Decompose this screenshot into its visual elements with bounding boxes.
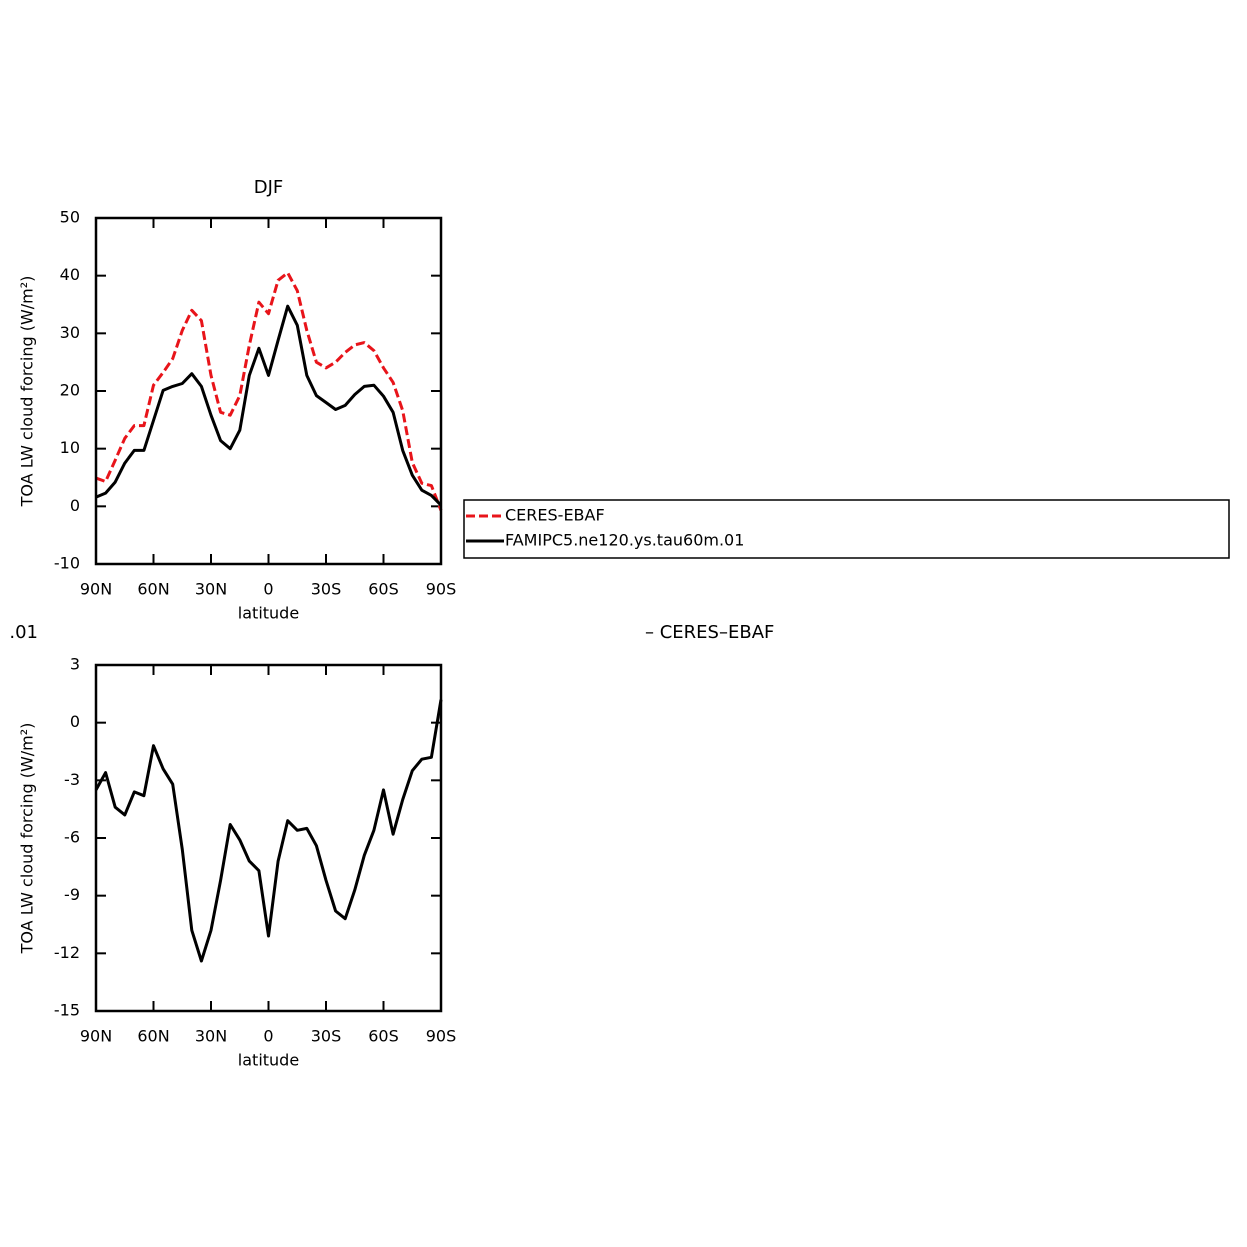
x-tick-label: 30S [311,580,342,599]
y-tick-label: -9 [64,885,80,904]
chart-title-left: .01 [9,622,38,643]
y-tick-label: 0 [70,712,80,731]
x-tick-label: 60N [137,580,169,599]
chart-title: DJF [254,177,284,198]
x-tick-label: 90N [80,1027,112,1046]
y-tick-label: 3 [70,655,80,674]
y-tick-label: -3 [64,770,80,789]
data-line [95,271,443,511]
y-tick-label: 30 [60,323,80,342]
x-tick-label: 0 [263,580,273,599]
y-tick-label: -10 [54,554,80,573]
y-tick-label: 20 [60,381,80,400]
x-tick-label: 90S [426,580,457,599]
x-tick-label: 30S [311,1027,342,1046]
data-line [94,699,443,963]
y-axis-label: TOA LW cloud forcing (W/m²) [18,276,37,508]
x-tick-label: 30N [195,580,227,599]
y-tick-label: 40 [60,265,80,284]
x-tick-label: 30N [195,1027,227,1046]
y-tick-label: 50 [60,208,80,227]
x-tick-label: 90N [80,580,112,599]
x-tick-label: 90S [426,1027,457,1046]
chart-title-right: – CERES–EBAF [645,622,774,643]
x-axis-label: latitude [238,604,299,623]
y-axis-label: TOA LW cloud forcing (W/m²) [18,723,37,955]
legend-label: FAMIPC5.ne120.ys.tau60m.01 [505,531,744,550]
y-tick-label: -6 [64,828,80,847]
y-tick-label: -12 [54,943,80,962]
x-tick-label: 60S [368,580,399,599]
y-tick-label: 0 [70,496,80,515]
y-tick-label: 10 [60,438,80,457]
x-tick-label: 0 [263,1027,273,1046]
plot-frame [94,663,443,1013]
y-tick-label: -15 [54,1001,80,1020]
data-line [95,304,443,507]
x-axis-label: latitude [238,1051,299,1070]
legend-box [463,499,1230,559]
legend-label: CERES-EBAF [505,506,605,525]
plot-frame [94,216,443,566]
x-tick-label: 60S [368,1027,399,1046]
x-tick-label: 60N [137,1027,169,1046]
